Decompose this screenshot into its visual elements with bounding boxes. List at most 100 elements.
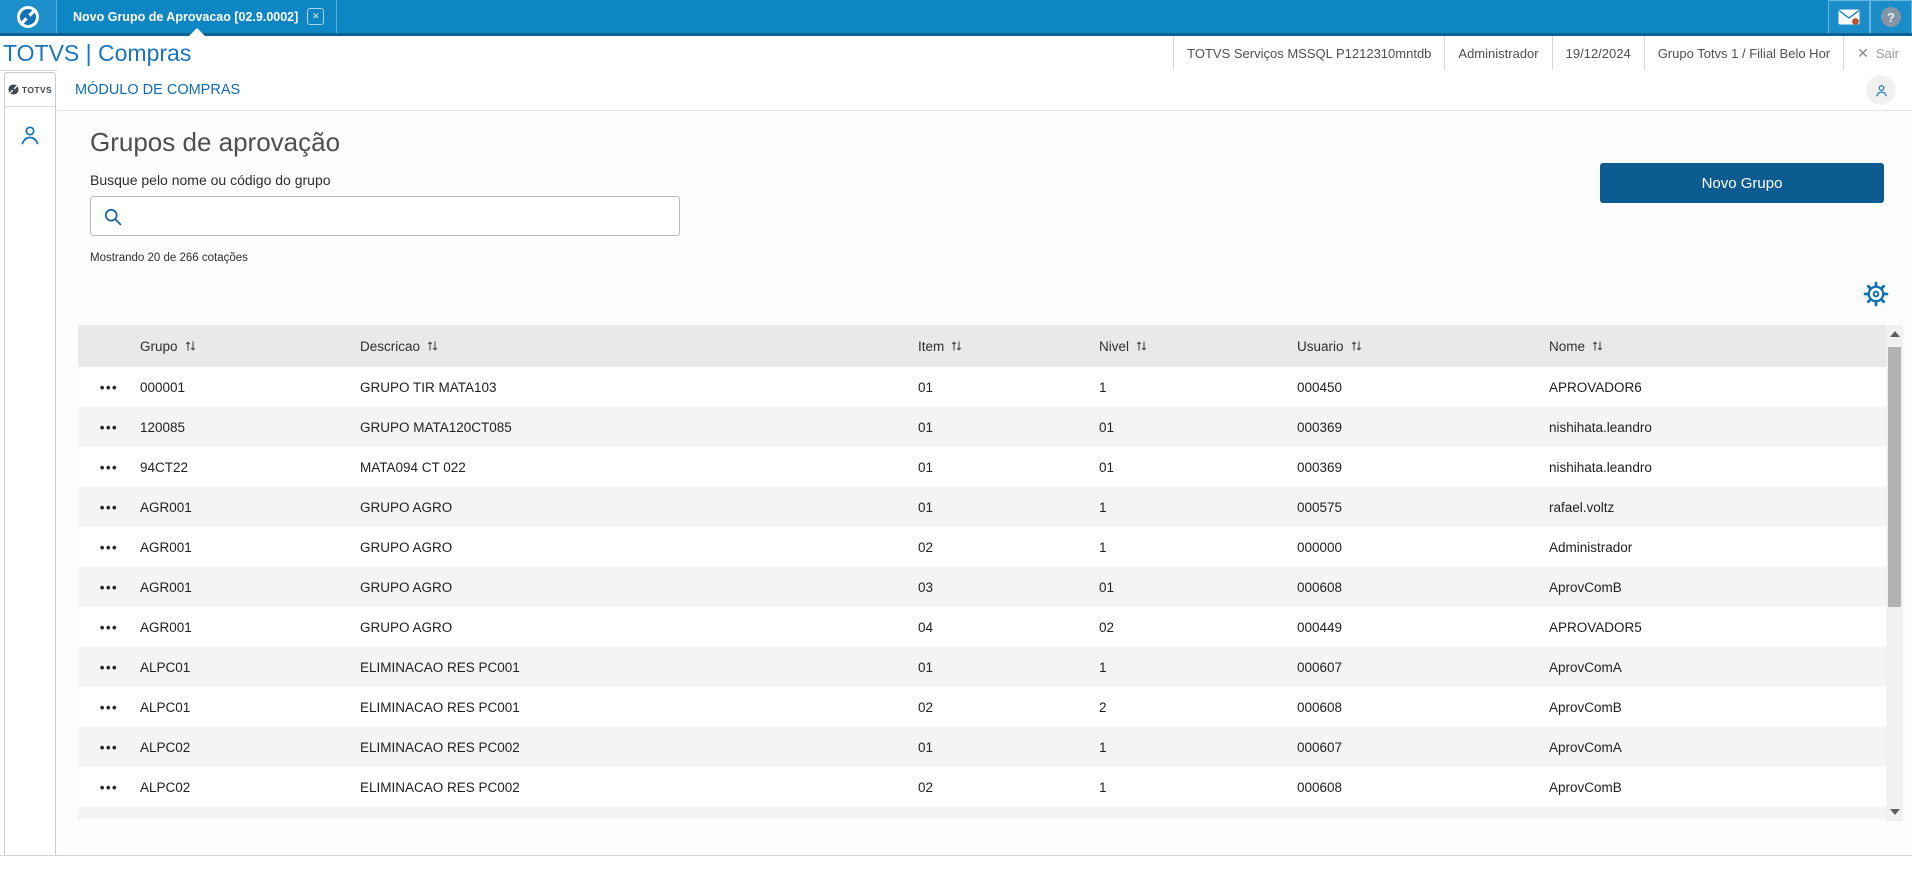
cell-grupo: 120085 <box>140 419 186 435</box>
mail-button[interactable] <box>1828 0 1870 33</box>
module-title: MÓDULO DE COMPRAS <box>75 82 241 98</box>
cell-descricao: MATA094 CT 022 <box>360 459 466 475</box>
profile-button[interactable] <box>1866 75 1896 105</box>
row-menu-button[interactable]: ••• <box>99 619 119 635</box>
row-menu-button[interactable]: ••• <box>99 579 119 595</box>
cell-nome: AprovComB <box>1549 699 1622 715</box>
sort-icon[interactable] <box>427 340 438 352</box>
logout-close-icon: ✕ <box>1857 44 1869 61</box>
groups-table-area: Grupo Descricao Item Nivel Usuario Nome <box>78 325 1903 821</box>
table-row[interactable]: ••• AGR001 GRUPO AGRO 01 1 000575 rafael… <box>78 487 1886 527</box>
cell-nome: AprovComB <box>1549 779 1622 795</box>
table-row[interactable]: ••• AGR001 GRUPO AGRO 02 1 000000 Admini… <box>78 527 1886 567</box>
cell-grupo: ALPC02 <box>140 779 191 795</box>
row-menu-button[interactable]: ••• <box>99 459 119 475</box>
scroll-down-icon[interactable] <box>1889 809 1900 815</box>
column-header[interactable]: Nome <box>1539 325 1886 367</box>
table-settings-button[interactable] <box>1862 280 1890 308</box>
cell-grupo: AGR001 <box>140 579 192 595</box>
profile-person-icon <box>1875 84 1887 96</box>
row-menu-button[interactable]: ••• <box>99 379 119 395</box>
cell-item: 03 <box>918 579 934 595</box>
table-row[interactable]: ••• ALPC02 ELIMINACAO RES PC002 01 1 000… <box>78 727 1886 767</box>
row-menu-button[interactable]: ••• <box>99 499 119 515</box>
sidebar-item-approval-groups[interactable] <box>5 123 55 147</box>
mail-icon <box>1838 9 1860 25</box>
table-row[interactable]: ••• 94CT22 MATA094 CT 022 01 01 000369 n… <box>78 447 1886 487</box>
tab-novo-grupo-aprovacao[interactable]: Novo Grupo de Aprovacao [02.9.0002] ✕ <box>57 0 338 36</box>
scroll-up-icon[interactable] <box>1889 331 1900 337</box>
table-row[interactable]: ••• AGR001 GRUPO AGRO 03 01 000608 Aprov… <box>78 567 1886 607</box>
cell-nivel: 1 <box>1099 659 1107 675</box>
table-scrollbar[interactable] <box>1886 325 1903 821</box>
new-group-button[interactable]: Novo Grupo <box>1600 163 1884 203</box>
main-content: MÓDULO DE COMPRAS Grupos de aprovação Bu… <box>57 70 1912 856</box>
cell-item: 02 <box>918 699 934 715</box>
tab-close-icon[interactable]: ✕ <box>307 8 325 25</box>
cell-grupo: ALPC01 <box>140 659 191 675</box>
scrollbar-thumb[interactable] <box>1888 347 1901 607</box>
column-header[interactable]: Item <box>908 325 1089 367</box>
logout-label: Sair <box>1875 45 1899 61</box>
cell-descricao: GRUPO AGRO <box>360 539 453 555</box>
help-button[interactable]: ? <box>1870 0 1912 33</box>
logout-button[interactable]: ✕ Sair <box>1843 36 1912 70</box>
table-row[interactable]: ••• ALPC01 ELIMINACAO RES PC001 01 1 000… <box>78 647 1886 687</box>
table-row[interactable]: ••• ALPC01 ELIMINACAO RES PC001 02 2 000… <box>78 687 1886 727</box>
sidebar-logo-text: TOTVS <box>21 84 53 95</box>
table-row[interactable]: ••• ALPC02 ELIMINACAO RES PC002 02 1 000… <box>78 767 1886 807</box>
column-header[interactable]: Usuario <box>1287 325 1539 367</box>
cell-usuario: 000608 <box>1297 579 1343 595</box>
column-header[interactable]: Nivel <box>1089 325 1287 367</box>
sort-icon[interactable] <box>1136 340 1147 352</box>
cell-nome: APROVADOR5 <box>1549 619 1642 635</box>
app-header: TOTVS | Compras TOTVS Serviços MSSQL P12… <box>0 36 1912 71</box>
cell-item: 04 <box>918 619 934 635</box>
row-menu-button[interactable]: ••• <box>99 539 119 555</box>
column-header[interactable]: Descricao <box>350 325 908 367</box>
row-menu-button[interactable]: ••• <box>99 779 119 795</box>
search-input[interactable] <box>131 196 679 236</box>
column-row-menu <box>78 325 130 367</box>
totvs-logo[interactable] <box>0 0 57 33</box>
search-box[interactable] <box>90 196 680 236</box>
table-row[interactable]: ••• AGR001 GRUPO AGRO 04 02 000449 APROV… <box>78 607 1886 647</box>
cell-descricao: GRUPO TIR MATA103 <box>360 379 497 395</box>
column-header[interactable]: Grupo <box>130 325 350 367</box>
window-bottom-edge <box>0 855 1912 870</box>
row-menu-button[interactable]: ••• <box>99 419 119 435</box>
row-menu-button[interactable]: ••• <box>99 739 119 755</box>
sort-icon[interactable] <box>185 340 196 352</box>
cell-grupo: AGR001 <box>140 539 192 555</box>
cell-nivel: 1 <box>1099 499 1107 515</box>
cell-nivel: 01 <box>1099 459 1115 475</box>
sort-icon[interactable] <box>951 340 962 352</box>
cell-nivel: 2 <box>1099 699 1107 715</box>
cell-nivel: 1 <box>1099 739 1107 755</box>
sidebar: TOTVS <box>4 72 56 856</box>
cell-item: 01 <box>918 739 934 755</box>
sort-icon[interactable] <box>1592 340 1603 352</box>
table-row[interactable]: ••• 120085 GRUPO MATA120CT085 01 01 0003… <box>78 407 1886 447</box>
groups-table: Grupo Descricao Item Nivel Usuario Nome <box>78 325 1886 807</box>
table-row[interactable]: ••• 000001 GRUPO TIR MATA103 01 1 000450… <box>78 367 1886 407</box>
table-body: ••• 000001 GRUPO TIR MATA103 01 1 000450… <box>78 367 1886 807</box>
totvs-mini-logo-icon <box>8 84 19 95</box>
status-company-branch[interactable]: Grupo Totvs 1 / Filial Belo Hor <box>1643 36 1843 70</box>
cell-descricao: ELIMINACAO RES PC001 <box>360 659 520 675</box>
row-menu-button[interactable]: ••• <box>99 659 119 675</box>
module-header: MÓDULO DE COMPRAS <box>57 70 1912 111</box>
cell-item: 01 <box>918 419 934 435</box>
cell-nivel: 01 <box>1099 579 1115 595</box>
cell-descricao: GRUPO MATA120CT085 <box>360 419 512 435</box>
gear-icon <box>1863 281 1889 307</box>
help-icon: ? <box>1881 7 1901 27</box>
sort-icon[interactable] <box>1351 340 1362 352</box>
row-menu-button[interactable]: ••• <box>99 699 119 715</box>
cell-descricao: GRUPO AGRO <box>360 499 453 515</box>
cell-descricao: GRUPO AGRO <box>360 579 453 595</box>
sidebar-totvs-logo[interactable]: TOTVS <box>5 73 55 107</box>
tab-label: Novo Grupo de Aprovacao [02.9.0002] <box>73 9 299 24</box>
search-label: Busque pelo nome ou código do grupo <box>90 172 331 188</box>
status-date: 19/12/2024 <box>1551 36 1644 70</box>
